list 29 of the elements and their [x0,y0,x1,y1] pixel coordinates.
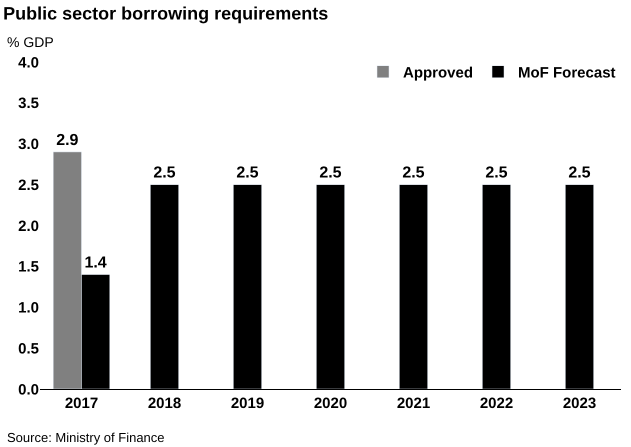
data-label: 2.5 [568,164,591,182]
y-axis-title: % GDP [7,34,54,50]
x-tick-label: 2020 [314,395,348,412]
x-tick-label: 2018 [148,395,182,412]
data-label: 2.5 [236,164,259,182]
y-tick-label: 2.5 [18,176,39,194]
x-tick-label: 2021 [396,395,430,412]
y-tick-label: 1.0 [18,300,39,316]
legend-label: MoF Forecast [518,64,616,82]
x-tick-label: 2023 [562,395,596,412]
legend-label: Approved [403,64,474,82]
data-label: 2.5 [153,164,176,182]
y-tick-label: 3.5 [18,95,39,112]
y-tick-label: 2.0 [18,218,39,235]
y-tick-label: 0.0 [18,381,39,398]
y-tick-label: 4.0 [18,54,39,72]
chart-title: Public sector borrowing requirements [3,3,328,24]
y-tick-label: 1.5 [18,258,39,276]
x-tick-label: 2017 [64,395,98,412]
data-label: 1.4 [84,254,107,272]
source-note: Source: Ministry of Finance [7,430,165,445]
data-label: 2.5 [402,164,425,182]
y-tick-label: 0.5 [18,340,39,358]
y-tick-label: 3.0 [18,136,39,153]
x-tick-label: 2022 [480,395,514,412]
data-label: 2.5 [319,164,342,182]
x-tick-label: 2019 [230,395,264,412]
data-label: 2.5 [485,164,508,182]
data-label: 2.9 [56,132,79,149]
